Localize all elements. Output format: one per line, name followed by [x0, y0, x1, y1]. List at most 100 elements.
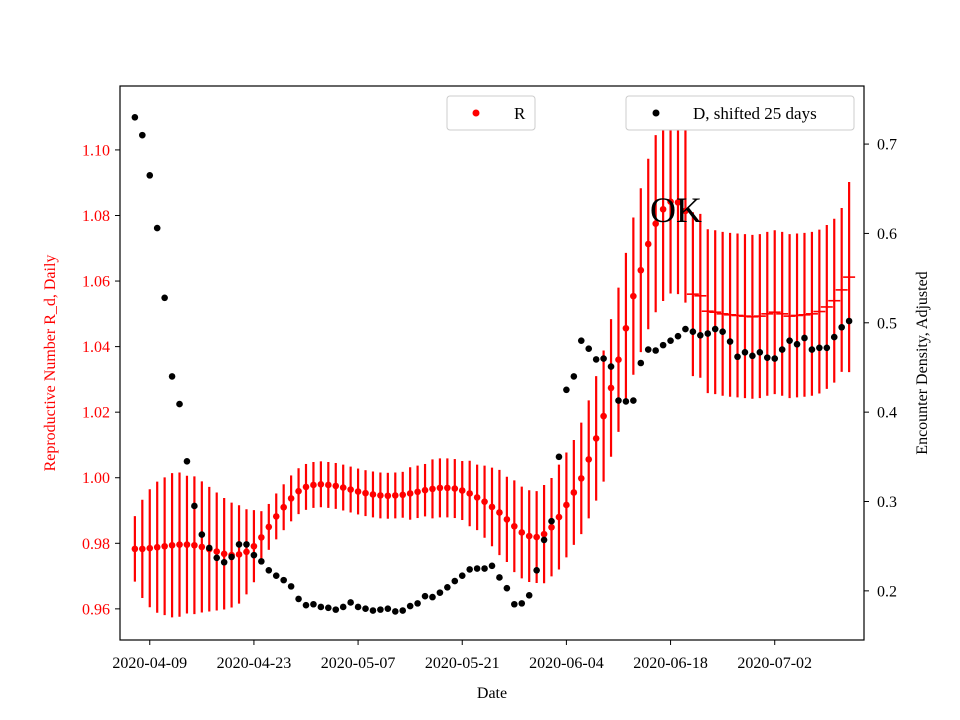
- r-point: [600, 412, 607, 420]
- x-tick-label: 2020-06-18: [633, 655, 708, 672]
- r-point: [146, 544, 154, 552]
- d-point: [131, 113, 139, 121]
- d-point: [339, 603, 347, 611]
- d-point: [503, 584, 511, 592]
- d-point: [771, 355, 779, 362]
- d-point: [801, 334, 808, 342]
- r-point: [302, 483, 310, 491]
- x-tick-label: 2020-05-07: [321, 655, 396, 672]
- r-point: [406, 490, 414, 497]
- r-point: [220, 550, 228, 558]
- d-point: [444, 583, 451, 591]
- r-point: [659, 205, 667, 213]
- d-series: [131, 113, 853, 615]
- r-point: [637, 266, 645, 274]
- d-point: [488, 562, 496, 570]
- left-y-axis: 0.96 0.98 1.00 1.02 1.04 1.06 1.08 1.10: [82, 142, 120, 618]
- r-point: [310, 481, 317, 489]
- d-point: [533, 567, 540, 574]
- r-point: [183, 541, 191, 548]
- r-point: [540, 530, 548, 538]
- r-point: [488, 503, 496, 511]
- d-point: [451, 577, 459, 585]
- d-point: [325, 604, 332, 612]
- r-point: [131, 545, 139, 553]
- right-y-axis: 0.2 0.3 0.4 0.5 0.6 0.7: [864, 137, 897, 600]
- d-point: [689, 328, 697, 336]
- right-y-axis-title: Encounter Density, Adjusted: [914, 271, 931, 454]
- d-point: [481, 565, 488, 572]
- d-point: [317, 603, 325, 611]
- d-point: [347, 599, 354, 606]
- r-point: [644, 240, 652, 248]
- r-point: [615, 356, 622, 364]
- annotation-label: OK: [650, 190, 702, 230]
- d-point: [659, 341, 667, 349]
- r-point: [444, 484, 451, 492]
- r-point: [317, 480, 325, 488]
- d-point: [741, 348, 749, 356]
- d-point: [436, 589, 444, 596]
- d-point: [697, 332, 704, 339]
- d-point: [838, 323, 845, 331]
- r-point: [518, 529, 526, 536]
- d-point: [406, 602, 414, 610]
- legend-d-label: D, shifted 25 days: [693, 104, 817, 123]
- r-series: [131, 109, 856, 618]
- r-point: [391, 492, 399, 499]
- x-tick-label: 2020-05-21: [425, 655, 500, 672]
- d-point: [302, 601, 310, 609]
- r-point: [525, 532, 533, 540]
- legend-d-box: [625, 95, 855, 131]
- legend-r-marker: [472, 109, 480, 117]
- d-point: [585, 345, 593, 353]
- d-point: [525, 592, 533, 599]
- r-point: [287, 495, 295, 502]
- d-point: [674, 332, 682, 340]
- left-y-tick-label: 0.96: [82, 601, 110, 618]
- d-point: [414, 600, 421, 607]
- r-point: [555, 513, 563, 521]
- d-point: [183, 457, 191, 465]
- d-point: [205, 544, 213, 552]
- d-point: [622, 398, 630, 405]
- d-point: [153, 224, 161, 232]
- d-point: [250, 551, 258, 559]
- r-point: [481, 498, 488, 505]
- r-point: [511, 522, 518, 530]
- d-point: [652, 347, 659, 354]
- left-y-tick-label: 1.06: [82, 274, 110, 291]
- d-point: [280, 576, 287, 584]
- left-y-tick-label: 1.02: [82, 405, 110, 422]
- d-point: [682, 325, 689, 333]
- r-point: [265, 523, 273, 531]
- d-point: [243, 541, 250, 548]
- x-tick-label: 2020-06-04: [529, 655, 604, 672]
- r-point: [451, 485, 459, 492]
- d-point: [228, 553, 235, 561]
- left-y-axis-title: Reproductive Number R_d, Daily: [42, 255, 59, 472]
- r-point: [280, 503, 287, 511]
- x-axis: 2020-04-09 2020-04-23 2020-05-07 2020-05-21…: [112, 640, 812, 672]
- d-point: [362, 605, 369, 613]
- d-point: [644, 346, 652, 353]
- r-point: [577, 475, 585, 482]
- r-point: [213, 548, 221, 555]
- r-point: [339, 484, 347, 491]
- r-point: [176, 541, 183, 548]
- d-point: [734, 353, 741, 361]
- r-point: [272, 513, 280, 520]
- d-point: [213, 554, 221, 562]
- x-axis-title: Date: [477, 685, 507, 702]
- left-y-tick-label: 0.98: [82, 536, 110, 553]
- r-point: [414, 488, 421, 496]
- d-point: [139, 131, 146, 139]
- d-point: [793, 340, 801, 348]
- legend-d-marker: [652, 109, 660, 117]
- d-point: [823, 344, 831, 352]
- r-point: [607, 384, 615, 392]
- d-point: [384, 605, 392, 613]
- d-point: [191, 502, 198, 510]
- d-point: [778, 346, 786, 353]
